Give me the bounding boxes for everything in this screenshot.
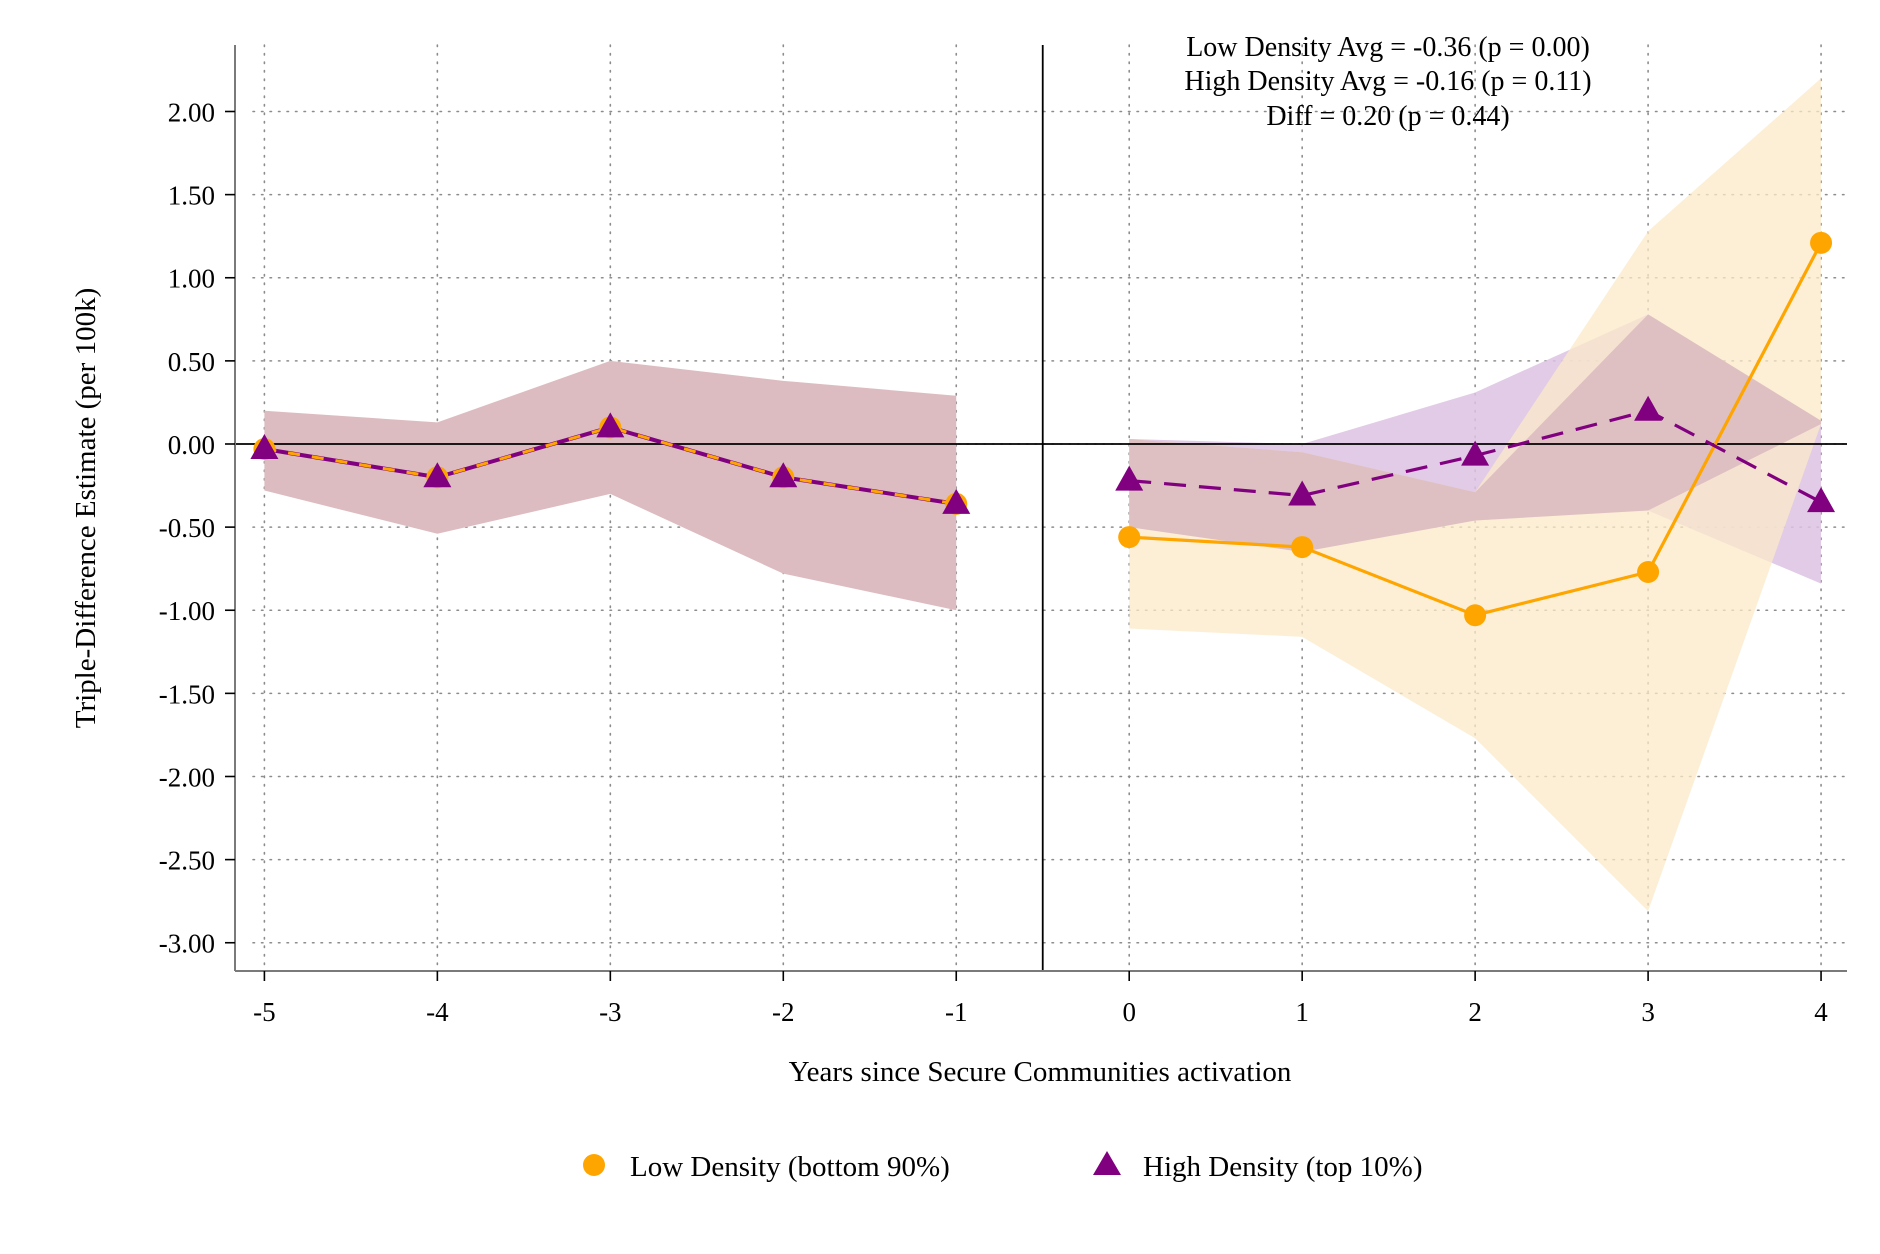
legend-circle-marker (583, 1154, 605, 1176)
axes: 2.00 1.50 1.00 0.50 0.00 -0.50 -1.00 -1.50 -2.00… (159, 45, 1847, 1027)
legend-triangle-marker (1093, 1151, 1121, 1175)
legend-label-high-density: High Density (top 10%) (1143, 1151, 1423, 1183)
point-high-density-m2 (769, 462, 798, 488)
y-axis-title: Triple-Difference Estimate (per 100k) (70, 288, 102, 729)
annotation-diff: Diff = 0.20 (p = 0.44) (1266, 101, 1509, 132)
x-tick-label-3: 3 (1641, 997, 1655, 1027)
legend-label-low-density: Low Density (bottom 90%) (630, 1151, 950, 1183)
x-tick-label-4: 4 (1814, 997, 1828, 1027)
ci-band-pre-period (264, 360, 957, 611)
y-tick-label-m1: -1.00 (159, 596, 215, 626)
y-tick-label-0p5: 0.50 (168, 347, 215, 377)
point-low-density-2 (1464, 604, 1487, 627)
x-tick-label-2: 2 (1468, 997, 1482, 1027)
point-low-density-0 (1118, 526, 1141, 549)
x-tick-label-m1: -1 (945, 997, 968, 1027)
x-tick-label-m5: -5 (253, 997, 276, 1027)
y-tick-label-m1p5: -1.50 (159, 679, 215, 709)
point-high-density-m4 (423, 462, 452, 488)
point-high-density-4 (1807, 487, 1836, 513)
point-high-density-m3 (596, 412, 625, 438)
x-tick-label-0: 0 (1122, 997, 1136, 1027)
x-tick-label-1: 1 (1295, 997, 1309, 1027)
y-tick-label-2: 2.00 (168, 97, 215, 127)
y-tick-label-m2: -2.00 (159, 762, 215, 792)
point-high-density-m5 (250, 433, 279, 459)
y-tick-label-0: 0.00 (168, 430, 215, 460)
point-high-density-m1 (942, 488, 971, 514)
point-high-density-3 (1634, 395, 1663, 421)
point-high-density-2 (1461, 440, 1490, 466)
point-low-density-4 (1810, 231, 1833, 254)
x-tick-label-m4: -4 (426, 997, 449, 1027)
x-tick-label-m3: -3 (599, 997, 622, 1027)
series-markers (250, 231, 1836, 627)
legend: Low Density (bottom 90%) High Density (t… (583, 1151, 1423, 1183)
y-tick-label-1p5: 1.50 (168, 181, 215, 211)
point-low-density-1 (1291, 536, 1314, 559)
x-tick-label-m2: -2 (772, 997, 795, 1027)
point-high-density-0 (1115, 465, 1144, 491)
y-tick-label-m2p5: -2.50 (159, 846, 215, 876)
annotation-box: Low Density Avg = -0.36 (p = 0.00) High … (1184, 32, 1591, 132)
y-tick-label-1: 1.00 (168, 264, 215, 294)
annotation-high-density-avg: High Density Avg = -0.16 (p = 0.11) (1184, 66, 1591, 97)
annotation-low-density-avg: Low Density Avg = -0.36 (p = 0.00) (1186, 32, 1590, 63)
y-tick-label-m0p5: -0.50 (159, 513, 215, 543)
y-tick-label-m3: -3.00 (159, 929, 215, 959)
x-axis-title: Years since Secure Communities activatio… (789, 1056, 1292, 1088)
point-low-density-3 (1637, 561, 1660, 584)
point-high-density-1 (1288, 480, 1317, 506)
reference-lines (235, 45, 1847, 971)
